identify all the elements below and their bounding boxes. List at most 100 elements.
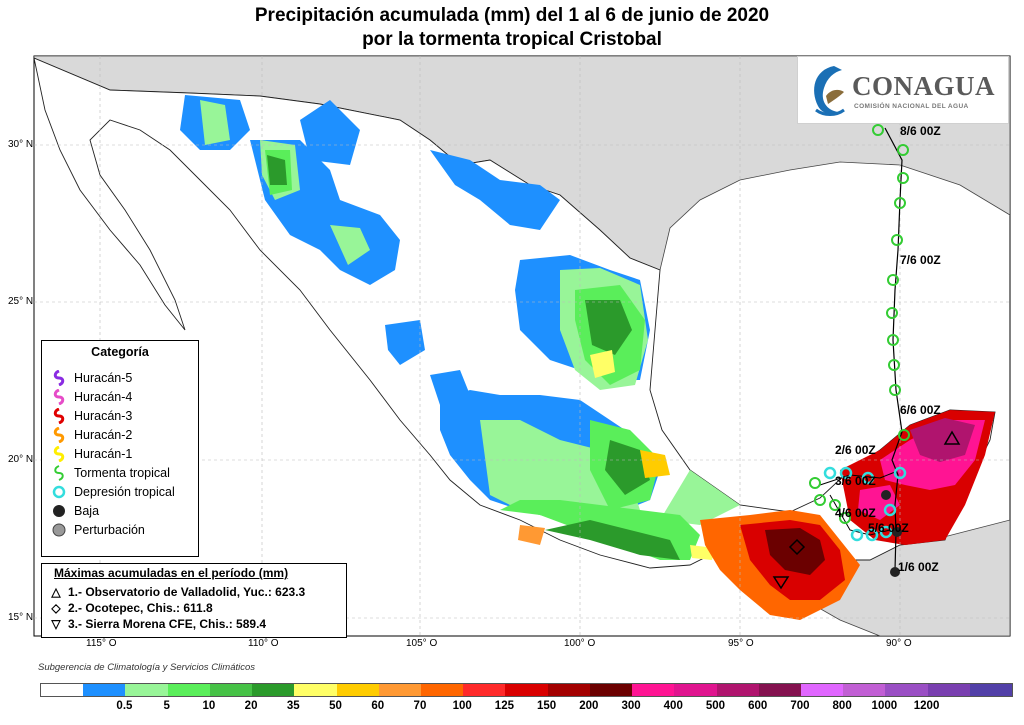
colorbar-label: 1000 bbox=[871, 700, 898, 712]
track-date-3-6: 3/6 00Z bbox=[835, 474, 876, 488]
legend-item-huracan-3: Huracán-3 bbox=[50, 407, 132, 425]
colorbar-swatch bbox=[336, 684, 379, 696]
hurricane-4-icon bbox=[50, 388, 68, 406]
colorbar-label: 1200 bbox=[913, 700, 940, 712]
logo-subtitle: COMISIÓN NACIONAL DEL AGUA bbox=[854, 103, 969, 110]
colorbar-label: 600 bbox=[748, 700, 768, 712]
legend-label: Tormenta tropical bbox=[74, 466, 170, 480]
colorbar-swatch bbox=[589, 684, 633, 696]
storm-track bbox=[809, 124, 910, 577]
max-marker-valladolid bbox=[943, 430, 961, 445]
lon-label-105: 105° O bbox=[406, 638, 438, 649]
colorbar-swatch bbox=[969, 684, 1013, 696]
legend-item-depresion-tropical: Depresión tropical bbox=[50, 483, 175, 501]
colorbar-label: 0.5 bbox=[116, 700, 133, 712]
colorbar-swatch bbox=[674, 684, 717, 696]
maxima-box: Máximas acumuladas en el período (mm) △ … bbox=[41, 563, 347, 638]
lon-label-90: 90° O bbox=[886, 638, 912, 649]
colorbar-label: 70 bbox=[413, 700, 427, 712]
max-marker-ocotepec bbox=[788, 538, 806, 556]
colorbar-swatch bbox=[758, 684, 801, 696]
colorbar-label: 20 bbox=[244, 700, 258, 712]
colorbar-label: 35 bbox=[286, 700, 300, 712]
legend-item-perturbacion: Perturbación bbox=[50, 521, 145, 539]
conagua-emblem-icon bbox=[814, 66, 845, 116]
rain-high-south bbox=[700, 510, 860, 620]
conagua-logo: CONAGUA COMISIÓN NACIONAL DEL AGUA bbox=[797, 56, 1009, 124]
legend-label: Depresión tropical bbox=[74, 485, 175, 499]
lat-label-25: 25° N bbox=[8, 296, 34, 307]
legend-label: Huracán-1 bbox=[74, 447, 133, 461]
colorbar-swatch bbox=[632, 684, 675, 696]
maxima-row-text: 1.- Observatorio de Valladolid, Yuc.: 62… bbox=[68, 585, 306, 599]
colorbar-label: 400 bbox=[663, 700, 683, 712]
hurricane-1-icon bbox=[50, 445, 68, 463]
colorbar-swatch bbox=[378, 684, 421, 696]
legend-label: Perturbación bbox=[74, 523, 145, 537]
lon-label-110: 110° O bbox=[248, 638, 279, 649]
legend-label: Huracán-2 bbox=[74, 428, 133, 442]
lat-label-15: 15° N bbox=[8, 612, 34, 623]
diamond-icon: ◇ bbox=[51, 601, 61, 615]
maxima-row: ▽ 3.- Sierra Morena CFE, Chis.: 589.4 bbox=[48, 616, 266, 632]
colorbar-swatch bbox=[294, 684, 337, 696]
category-legend: Categoría Huracán-5 Huracán-4 Huracán-3 … bbox=[41, 340, 199, 557]
colorbar-swatch bbox=[885, 684, 928, 696]
hurricane-5-icon bbox=[50, 369, 68, 387]
colorbar-swatch bbox=[505, 684, 548, 696]
hurricane-2-icon bbox=[50, 426, 68, 444]
legend-item-tormenta-tropical: Tormenta tropical bbox=[50, 464, 170, 482]
maxima-row-text: 3.- Sierra Morena CFE, Chis.: 589.4 bbox=[68, 617, 267, 631]
lat-label-20: 20° N bbox=[8, 454, 34, 465]
colorbar-swatch bbox=[843, 684, 886, 696]
lat-label-30: 30° N bbox=[8, 139, 34, 150]
track-date-4-6: 4/6 00Z bbox=[835, 506, 876, 520]
colorbar-label: 700 bbox=[790, 700, 810, 712]
legend-title: Categoría bbox=[91, 345, 149, 359]
colorbar-swatch bbox=[420, 684, 464, 696]
colorbar-swatch bbox=[800, 684, 844, 696]
maxima-row: △ 1.- Observatorio de Valladolid, Yuc.: … bbox=[48, 584, 305, 600]
title-line-2: por la tormenta tropical Cristobal bbox=[362, 29, 662, 50]
colorbar-label: 100 bbox=[452, 700, 472, 712]
legend-label: Huracán-3 bbox=[74, 409, 133, 423]
logo-name: CONAGUA bbox=[852, 71, 995, 101]
rain-50mm bbox=[267, 155, 680, 560]
colorbar-label: 10 bbox=[202, 700, 216, 712]
maxima-row: ◇ 2.- Ocotepec, Chis.: 611.8 bbox=[48, 600, 213, 616]
credit-text: Subgerencia de Climatología y Servicios … bbox=[38, 662, 256, 673]
colorbar-swatch bbox=[252, 684, 295, 696]
triangle-up-icon: △ bbox=[51, 585, 61, 599]
colorbar-label: 500 bbox=[705, 700, 726, 712]
colorbar-label: 150 bbox=[537, 700, 557, 712]
tropical-depression-icon bbox=[50, 483, 68, 501]
legend-label: Huracán-5 bbox=[74, 371, 133, 385]
legend-item-huracan-4: Huracán-4 bbox=[50, 388, 132, 406]
colorbar-label: 800 bbox=[832, 700, 852, 712]
disturbance-icon bbox=[50, 521, 68, 539]
precipitation-colorbar bbox=[40, 683, 1013, 697]
legend-label: Huracán-4 bbox=[74, 390, 133, 404]
colorbar-label: 200 bbox=[579, 700, 599, 712]
maxima-row-text: 2.- Ocotepec, Chis.: 611.8 bbox=[68, 601, 213, 615]
lon-label-95: 95° O bbox=[728, 638, 754, 649]
low-pressure-icon bbox=[50, 502, 68, 520]
legend-item-huracan-1: Huracán-1 bbox=[50, 445, 132, 463]
tropical-storm-icon bbox=[50, 464, 68, 482]
track-date-1-6: 1/6 00Z bbox=[898, 560, 939, 574]
colorbar-label: 125 bbox=[494, 700, 514, 712]
max-marker-sierra-morena bbox=[772, 576, 790, 590]
lon-label-115: 115° O bbox=[86, 638, 117, 649]
legend-item-huracan-5: Huracán-5 bbox=[50, 369, 132, 387]
triangle-down-icon: ▽ bbox=[51, 617, 61, 631]
colorbar-swatch bbox=[463, 684, 506, 696]
colorbar-label: 300 bbox=[621, 700, 641, 712]
colorbar-swatch bbox=[547, 684, 590, 696]
legend-label: Baja bbox=[74, 504, 100, 518]
colorbar-swatch bbox=[167, 684, 210, 696]
lon-label-100: 100° O bbox=[564, 638, 596, 649]
legend-item-huracan-2: Huracán-2 bbox=[50, 426, 132, 444]
maxima-title: Máximas acumuladas en el período (mm) bbox=[54, 566, 289, 580]
colorbar-label: 60 bbox=[371, 700, 385, 712]
